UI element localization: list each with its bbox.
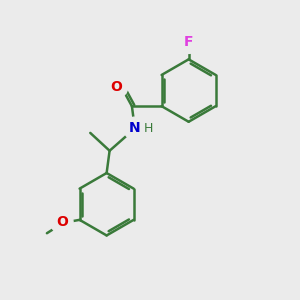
Text: N: N [129,122,141,136]
Circle shape [177,31,200,53]
Circle shape [138,118,158,139]
Text: F: F [184,35,194,49]
Text: O: O [110,80,122,94]
Text: H: H [143,122,153,135]
Text: O: O [56,215,68,229]
Circle shape [105,76,128,98]
Circle shape [124,117,146,140]
Circle shape [50,211,73,233]
